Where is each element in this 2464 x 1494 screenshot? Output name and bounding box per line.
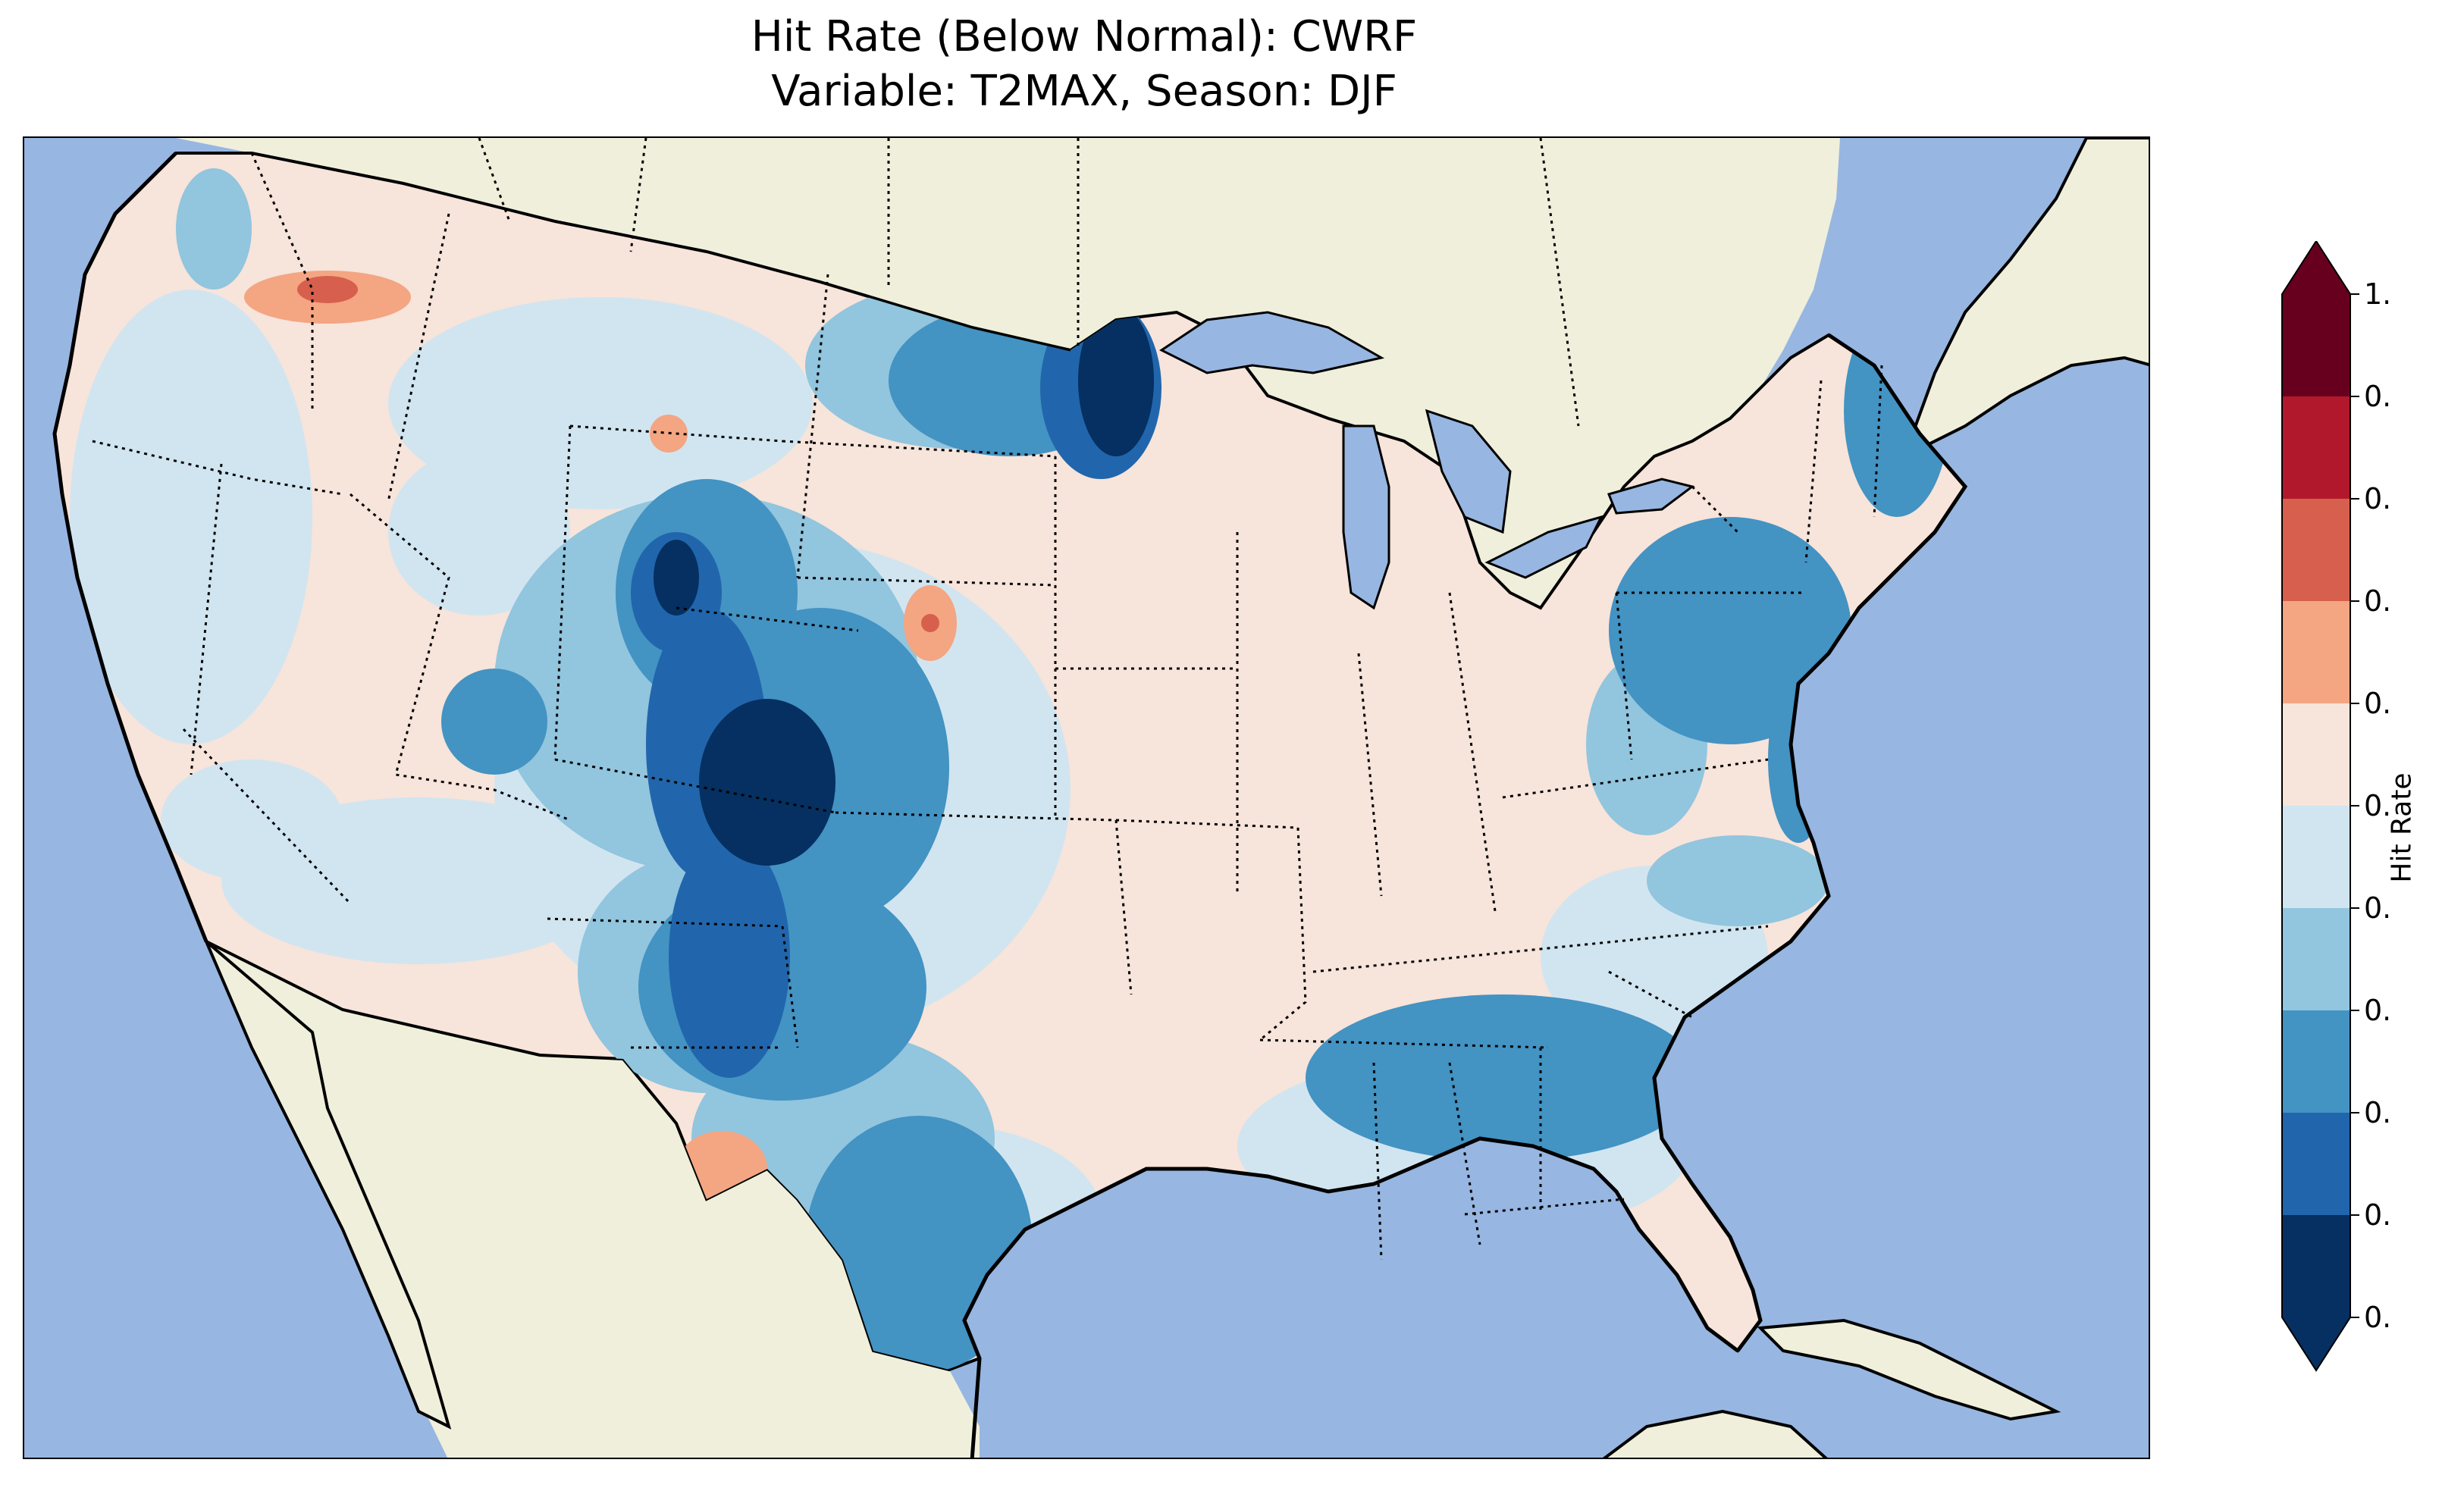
colorbar-segment [2282, 806, 2350, 908]
maritimes-land [1901, 138, 2149, 460]
heatmap-region [669, 835, 790, 1078]
great-lakes [1159, 311, 1695, 610]
state-borders [92, 152, 1883, 1261]
canada-us-border [251, 152, 1071, 352]
yucatan-land [1603, 1409, 1828, 1458]
lake-ontario [1607, 478, 1695, 515]
colorbar-segment [2282, 294, 2350, 396]
colorbar-segment [2282, 1113, 2350, 1215]
colorbar-segment [2282, 703, 2350, 806]
colorbar-tick-label: 0.4 [2364, 891, 2388, 925]
province-borders [478, 138, 1580, 427]
colorbar-tick-label: 0.9 [2364, 380, 2388, 413]
gulf-coastline [962, 1136, 1739, 1458]
lake-superior [1159, 311, 1385, 374]
colorbar-tick-label: 0.1 [2364, 1198, 2388, 1232]
heatmap-region [388, 449, 570, 615]
heatmap-region [1078, 305, 1154, 456]
east-coastline [1652, 333, 1968, 1352]
colorbar-extend-over [2282, 241, 2350, 294]
colorbar-tick-label: 0.7 [2364, 584, 2388, 618]
map-subtitle: Variable: T2MAX, Season: DJF [771, 67, 1397, 116]
heatmap-region [176, 168, 252, 290]
colorbar-label: Hit Rate [2386, 772, 2418, 883]
lake-huron [1425, 409, 1512, 534]
cuba-land [1757, 1318, 2061, 1421]
map-title: Hit Rate (Below Normal): CWRF [751, 12, 1418, 61]
map-frame [23, 136, 2150, 1459]
colorbar-segment [2282, 601, 2350, 703]
colorbar-segment [2282, 499, 2350, 601]
colorbar-tick-label: 0.5 [2364, 789, 2388, 822]
colorbar-extend-under [2282, 1317, 2350, 1370]
coastline [52, 152, 208, 942]
heatmap-region [699, 699, 835, 866]
lake-michigan [1342, 424, 1390, 610]
colorbar-segment [2282, 396, 2350, 499]
baja-land [205, 940, 452, 1430]
lake-erie [1484, 515, 1603, 579]
colorbar-tick-label: 0.3 [2364, 994, 2388, 1027]
canada-land [176, 138, 1840, 608]
map-canvas [24, 138, 2149, 1458]
colorbar-tick-label: 1.0 [2364, 277, 2388, 311]
colorbar-segment [2282, 1215, 2350, 1317]
heatmap-region [441, 669, 547, 775]
heatmap-region [70, 290, 312, 744]
colorbar-tick-label: 0.8 [2364, 482, 2388, 515]
heatmap-region [921, 614, 939, 632]
colorbar: 0.0 0.1 0.2 0.3 0.4 0.5 0.6 0.7 0.8 0.9 1.0 [2281, 241, 2388, 1372]
heatmap-region [297, 276, 358, 303]
heatmap-region [654, 540, 699, 615]
colorbar-segment [2282, 1010, 2350, 1113]
colorbar-tick-label: 0.6 [2364, 687, 2388, 720]
heatmap-region [1647, 835, 1829, 926]
colorbar-tick-label: 0.2 [2364, 1096, 2388, 1129]
colorbar-segment [2282, 908, 2350, 1010]
colorbar-tick-label: 0.0 [2364, 1301, 2388, 1334]
heatmap-region [1306, 994, 1700, 1161]
heatmap-region [161, 760, 343, 881]
